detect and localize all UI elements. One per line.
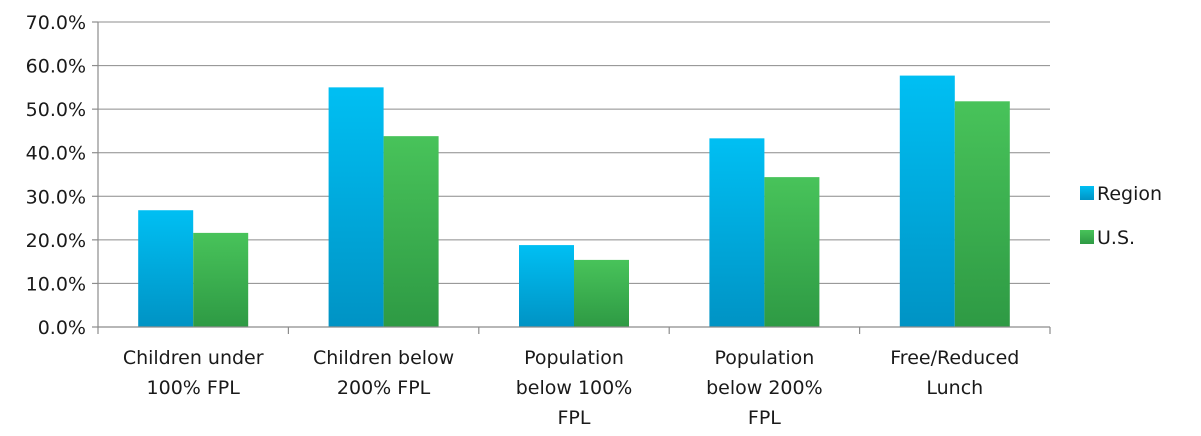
x-category-label: Children under 100% FPL: [123, 347, 264, 399]
bar-u-s: [383, 136, 439, 327]
x-category-label: Free/Reduced Lunch: [890, 347, 1019, 399]
x-category-label: Population below 200% FPL: [706, 347, 823, 429]
y-tick-label: 30.0%: [26, 186, 86, 208]
y-tick-label: 70.0%: [26, 12, 86, 34]
legend-label: Region: [1097, 183, 1162, 205]
x-axis: [97, 326, 1051, 334]
y-tick-label: 10.0%: [26, 273, 86, 295]
y-tick-label: 20.0%: [26, 230, 86, 252]
legend-label: U.S.: [1097, 227, 1135, 249]
legend-swatch: [1080, 230, 1094, 244]
bars: [138, 75, 1010, 327]
bar-u-s: [574, 259, 629, 327]
bar-u-s: [764, 177, 820, 327]
x-axis-category-labels: Children under 100% FPL Children below 200%…: [123, 347, 1020, 429]
x-category-label: Population below 100% FPL: [516, 347, 633, 429]
y-tick-label: 0.0%: [38, 317, 86, 339]
bar-u-s: [193, 232, 249, 327]
legend: Region U.S.: [1080, 183, 1162, 249]
bar-region: [138, 210, 194, 327]
legend-swatch: [1080, 186, 1094, 200]
bar-region: [519, 245, 574, 327]
y-axis-tick-labels: 0.0% 10.0% 20.0% 30.0% 40.0% 50.0% 60.0% 70.0%: [26, 12, 86, 339]
bar-region: [328, 87, 384, 327]
x-category-label: Children below 200% FPL: [313, 347, 454, 399]
bar-u-s: [954, 101, 1010, 327]
gridlines: [92, 21, 1050, 328]
y-tick-label: 50.0%: [26, 99, 86, 121]
y-tick-label: 60.0%: [26, 56, 86, 78]
bar-region: [899, 75, 955, 327]
y-tick-label: 40.0%: [26, 143, 86, 165]
bar-region: [709, 138, 765, 327]
